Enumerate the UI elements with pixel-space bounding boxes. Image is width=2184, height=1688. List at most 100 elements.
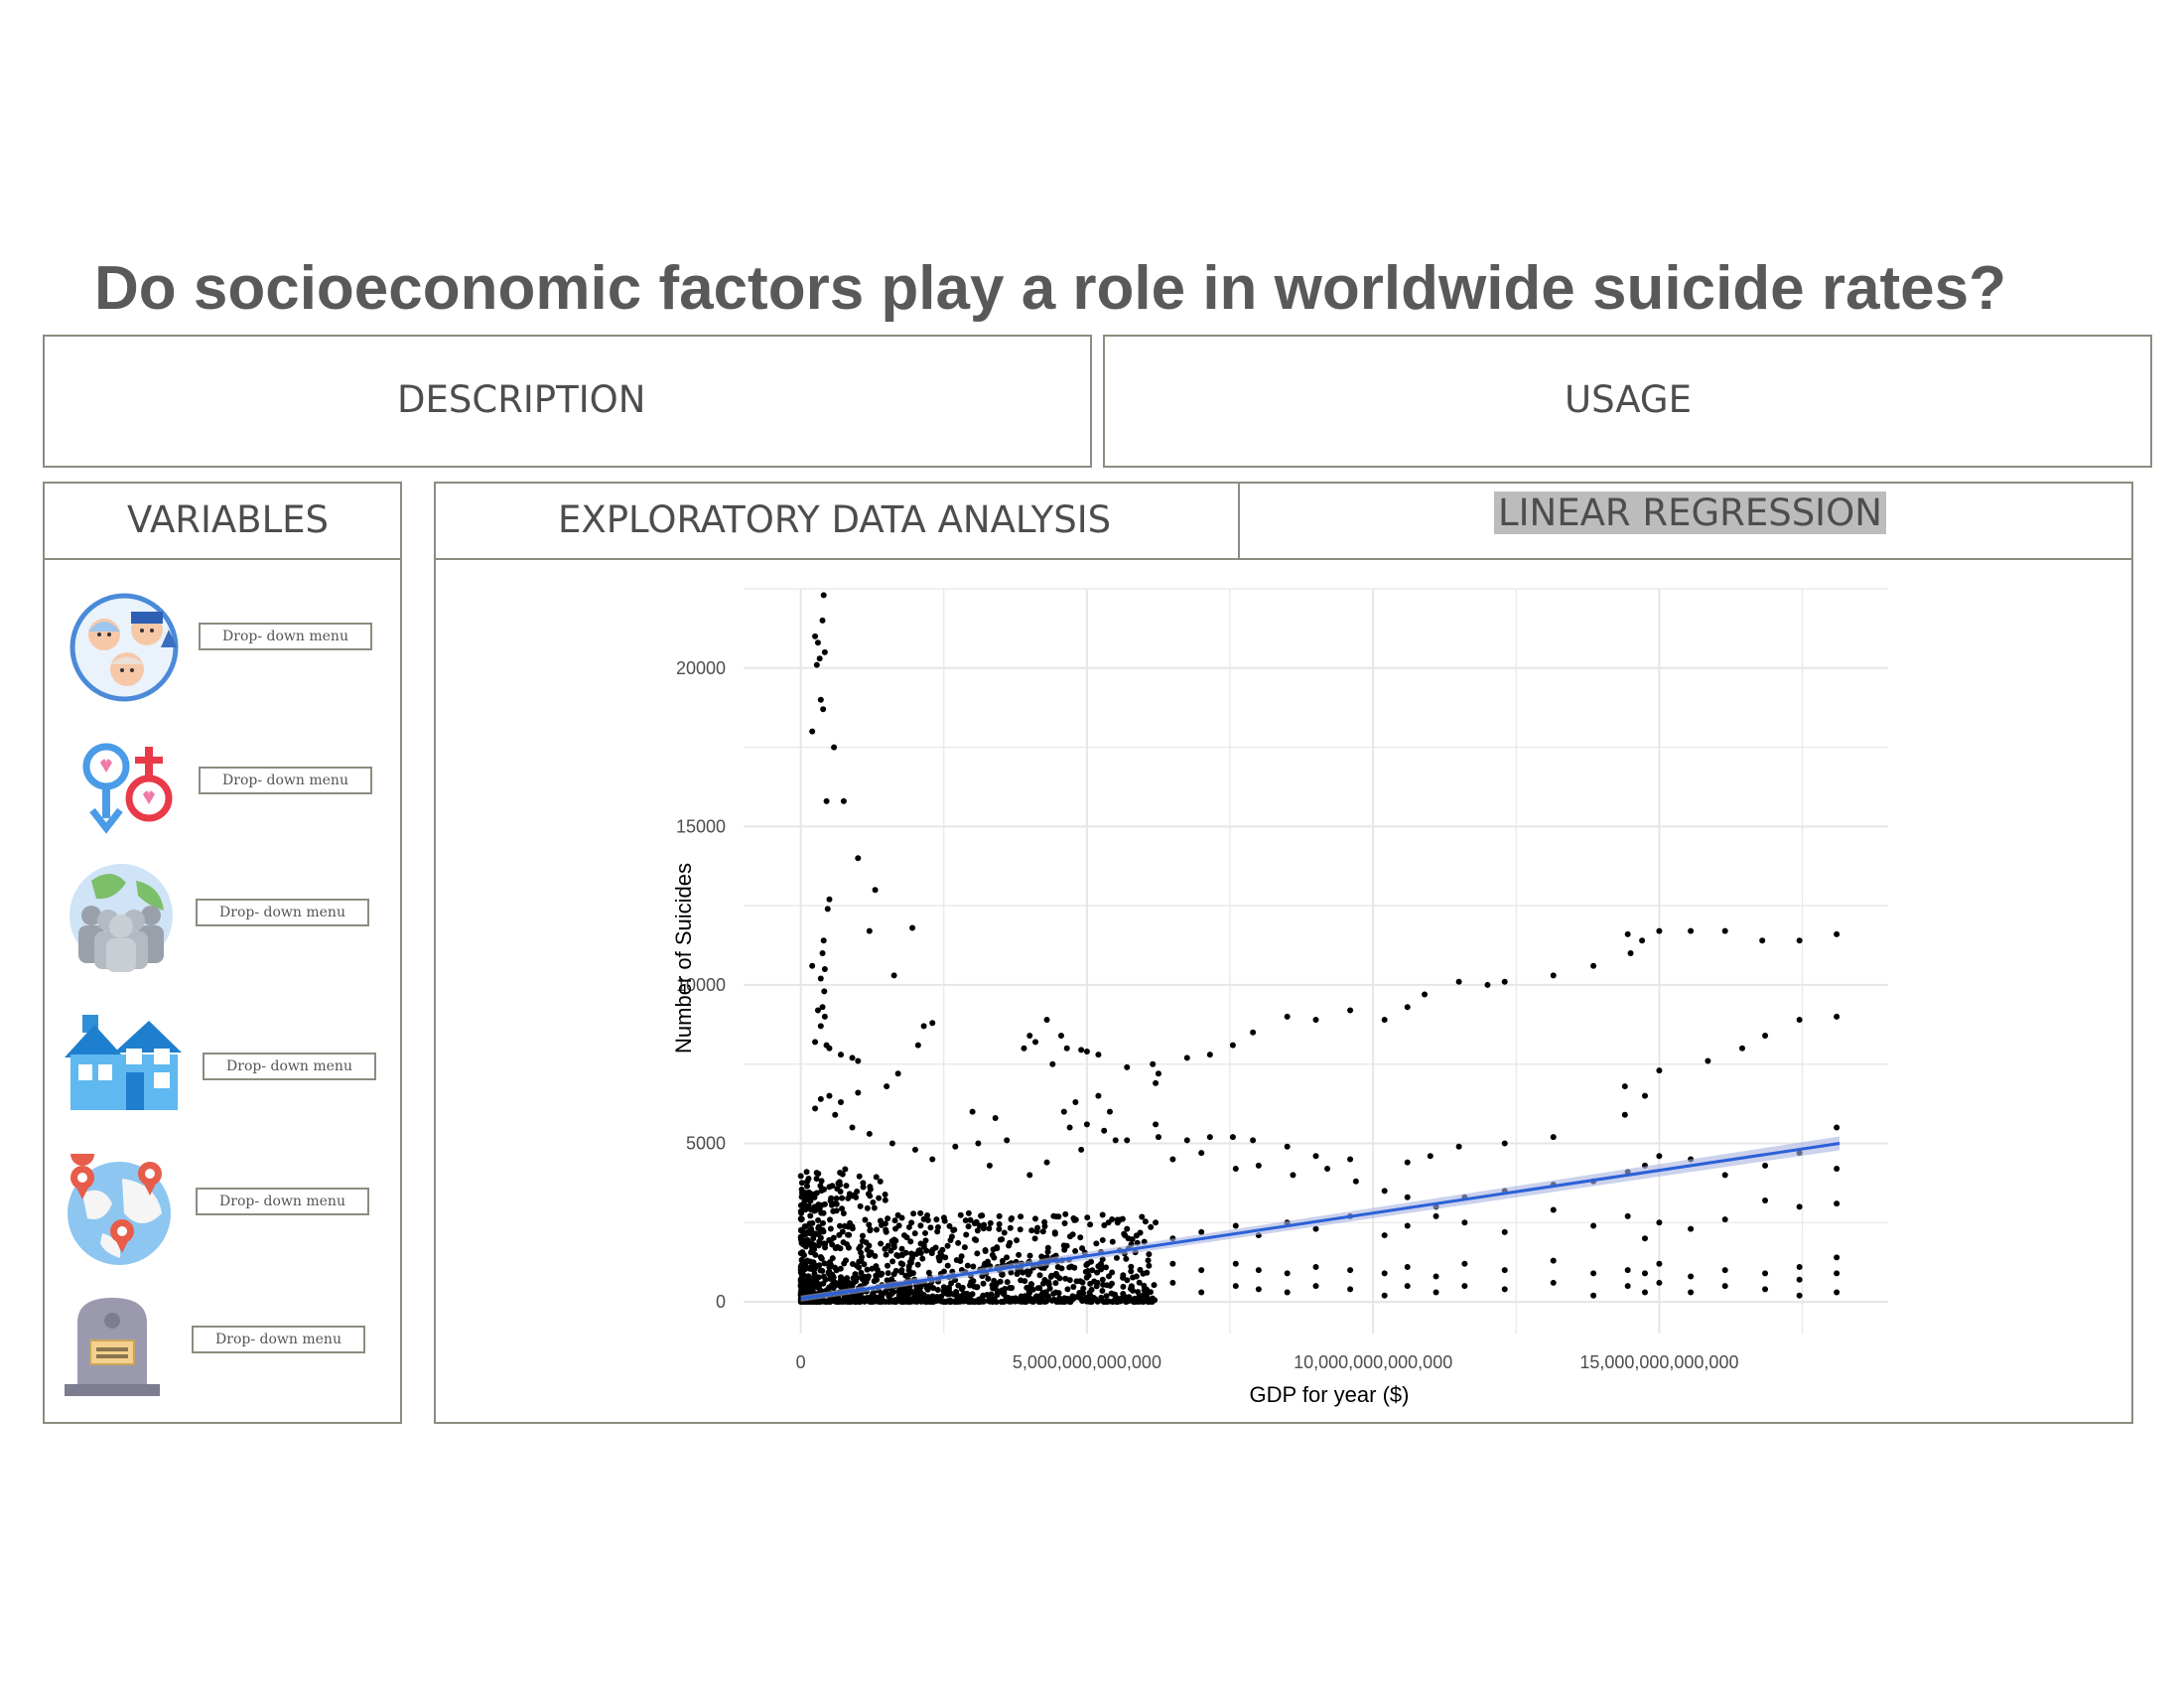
data-point (1049, 1060, 1056, 1067)
data-point (1347, 1267, 1354, 1274)
population-dropdown[interactable]: Drop- down menu (196, 899, 369, 926)
data-point (934, 1287, 941, 1294)
data-point (839, 1171, 846, 1178)
data-point (818, 1178, 825, 1185)
data-point (944, 1291, 951, 1298)
data-point (852, 1271, 859, 1278)
data-point (1008, 1285, 1015, 1292)
data-point (1705, 1057, 1711, 1064)
data-point (813, 1170, 820, 1177)
data-point (1085, 1272, 1092, 1279)
data-point (1007, 1239, 1014, 1246)
data-point (1656, 1219, 1663, 1226)
data-point (1142, 1218, 1149, 1225)
tab-description[interactable]: DESCRIPTION (43, 335, 1092, 468)
scatter-plot-chart: 0 5,000,000,000,000 10,000,000,000,000 15,0… (671, 588, 1888, 1407)
data-point (1656, 1067, 1663, 1074)
data-point (987, 1219, 994, 1226)
data-point (1042, 1289, 1049, 1296)
data-point (809, 962, 816, 969)
data-point (876, 1195, 883, 1201)
variables-header[interactable]: VARIABLES (45, 484, 400, 560)
data-point (798, 1190, 805, 1196)
data-point (812, 1204, 819, 1211)
x-tick-labels: 0 5,000,000,000,000 10,000,000,000,000 15,0… (796, 1352, 1739, 1372)
data-point (999, 1288, 1006, 1295)
data-point (807, 1283, 814, 1290)
data-point (819, 1228, 826, 1235)
y-tick-label: 15000 (676, 816, 726, 836)
data-point (1031, 1235, 1038, 1242)
data-point (870, 1198, 877, 1205)
data-point (994, 1245, 1001, 1252)
data-point (797, 1207, 804, 1214)
data-point (1255, 1162, 1262, 1169)
data-point (1624, 930, 1631, 937)
data-point (989, 1251, 996, 1258)
suicides-dropdown[interactable]: Drop- down menu (192, 1326, 365, 1353)
gender-dropdown[interactable]: Drop- down menu (199, 767, 372, 794)
data-point (953, 1292, 960, 1299)
data-point (866, 1252, 873, 1259)
data-point (1255, 1267, 1262, 1274)
data-point (1312, 1263, 1319, 1270)
age-dropdown[interactable]: Drop- down menu (199, 623, 372, 650)
data-point (1112, 1291, 1119, 1298)
housing-dropdown[interactable]: Drop- down menu (203, 1053, 376, 1080)
data-point (867, 1186, 874, 1193)
data-point (1099, 1211, 1106, 1218)
data-point (1083, 1048, 1090, 1055)
data-point (821, 1013, 828, 1020)
data-point (970, 1263, 977, 1270)
data-point (986, 1162, 993, 1169)
data-point (1044, 1244, 1051, 1251)
data-point (1759, 937, 1766, 944)
data-point (911, 1146, 918, 1153)
data-point (979, 1212, 986, 1219)
data-point (832, 1111, 839, 1118)
data-point (799, 1251, 806, 1258)
data-point (1796, 1276, 1803, 1283)
data-point (853, 1194, 860, 1200)
data-point (934, 1224, 941, 1231)
data-point (1087, 1221, 1094, 1228)
tab-linear-regression[interactable]: LINEAR REGRESSION (1240, 484, 2131, 560)
data-point (867, 1227, 874, 1234)
data-point (974, 1284, 981, 1291)
data-point (808, 1242, 815, 1249)
age-groups-icon (69, 590, 189, 714)
data-point (1095, 1052, 1102, 1058)
tab-eda[interactable]: EXPLORATORY DATA ANALYSIS (436, 484, 1240, 560)
data-point (1796, 1017, 1803, 1024)
data-point (975, 1140, 982, 1147)
data-point (1072, 1247, 1079, 1254)
data-point (1007, 1224, 1014, 1231)
variables-label: VARIABLES (127, 498, 330, 541)
data-point (814, 1007, 821, 1014)
data-point (898, 1251, 905, 1258)
data-point (1422, 991, 1429, 998)
data-point (803, 1169, 810, 1176)
data-point (1052, 1270, 1059, 1277)
data-point (886, 1293, 892, 1300)
data-point (925, 1269, 932, 1276)
data-point (1762, 1162, 1769, 1169)
data-point (902, 1272, 909, 1279)
data-point (1146, 1251, 1153, 1258)
data-point (999, 1257, 1006, 1264)
data-point (895, 1292, 902, 1299)
data-point (1550, 1257, 1557, 1264)
data-point (815, 1223, 822, 1230)
data-point (1762, 1033, 1769, 1039)
data-point (913, 1298, 920, 1305)
data-point (948, 1233, 955, 1240)
data-point (799, 1267, 806, 1274)
data-point (1284, 1270, 1291, 1277)
tab-usage[interactable]: USAGE (1103, 335, 2152, 468)
data-point (1290, 1172, 1297, 1179)
data-point (1427, 1153, 1433, 1160)
region-dropdown[interactable]: Drop- down menu (196, 1188, 369, 1215)
data-point (992, 1284, 999, 1291)
data-point (1043, 1159, 1050, 1166)
data-point (1009, 1295, 1016, 1302)
